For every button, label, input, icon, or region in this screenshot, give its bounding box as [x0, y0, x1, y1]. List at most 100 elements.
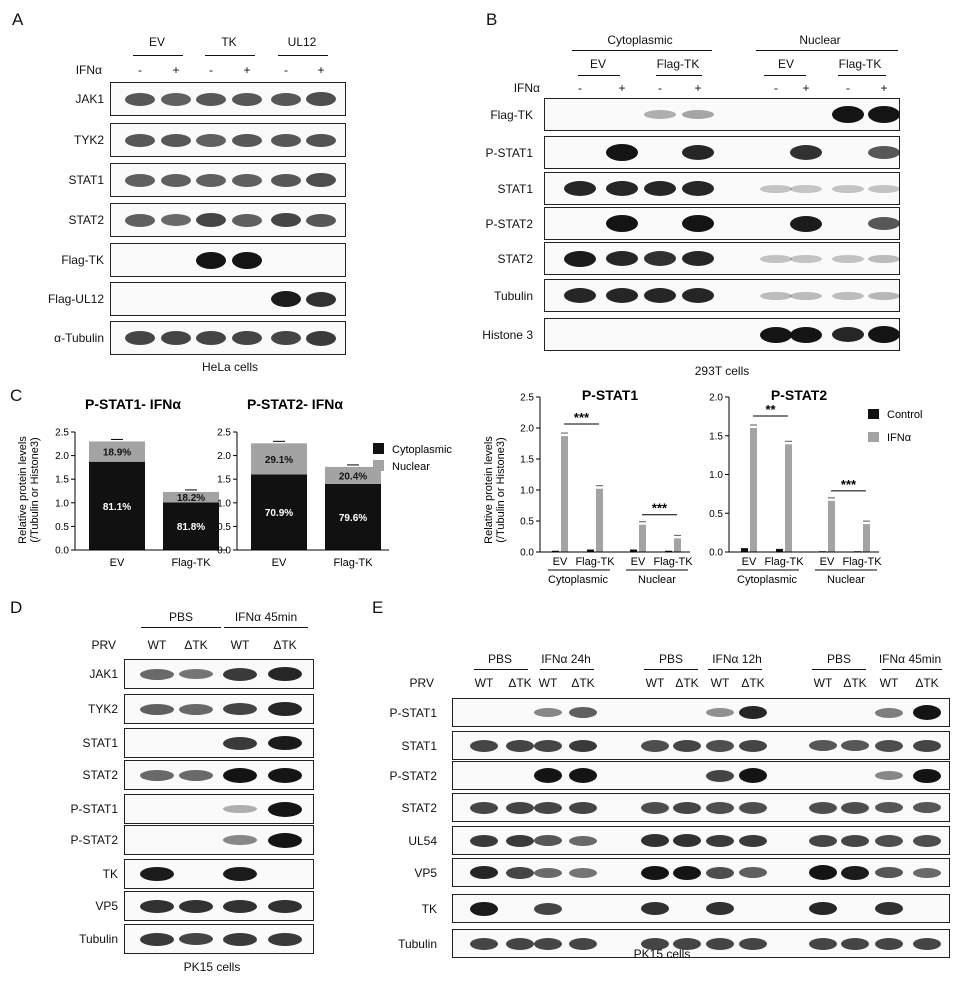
y-tick-label: 2.5 [217, 428, 231, 439]
blot-band [606, 288, 638, 303]
y-tick-label: 2.0 [217, 451, 231, 462]
group-label: TK [221, 35, 237, 49]
blot-band [223, 703, 257, 715]
bar-control [630, 549, 637, 552]
blot-band [790, 326, 822, 343]
blot-band [682, 251, 714, 266]
y-tick-label: 2.5 [55, 428, 69, 439]
blot-band [268, 899, 302, 913]
blot-band [682, 145, 714, 160]
treat-group-label: PBS [487, 652, 513, 666]
blot-label: P-STAT1 [389, 705, 437, 720]
blot-band [706, 769, 734, 782]
blot-label: JAK1 [89, 667, 118, 681]
blot-band [268, 702, 302, 716]
x-tick-label: EV [631, 556, 646, 568]
blot-band [682, 110, 714, 119]
blot-band [739, 834, 767, 847]
data-label: 79.6% [339, 513, 367, 524]
lane-label: - [658, 81, 662, 95]
blot-band [223, 867, 257, 881]
blot-band [161, 214, 191, 226]
group-label: EV [148, 35, 166, 49]
blot-label: Flag-TK [490, 107, 533, 122]
y-axis-label: Relative protein levels [17, 436, 29, 544]
blot-band [271, 213, 301, 227]
blot-band [832, 327, 864, 342]
bar-ifn [639, 524, 646, 552]
x-tick-label: EV [820, 556, 835, 568]
blot-band [125, 173, 155, 187]
bar-control [587, 549, 594, 552]
chart-pstat2-fraction-title: P-STAT2 [771, 387, 827, 403]
y-tick-label: 0.5 [520, 517, 534, 528]
bar-cytoplasmic [89, 461, 145, 550]
blot-band [534, 937, 562, 950]
blot-band [306, 173, 336, 187]
blot-label: Tubulin [494, 288, 533, 303]
lane-label: ΔTK [843, 676, 867, 690]
blot-band [641, 801, 669, 814]
blot-band [223, 667, 257, 681]
blot-band [569, 739, 597, 752]
y-tick-label: 0.5 [217, 522, 231, 533]
blot-band [306, 213, 336, 227]
blot-label: TYK2 [73, 133, 104, 147]
blot-band [644, 288, 676, 303]
lane-label: - [578, 81, 582, 95]
blot-band [841, 740, 869, 751]
blot-band [913, 834, 941, 847]
bar-nuclear [325, 466, 381, 484]
blot-band [739, 801, 767, 814]
blot-band [673, 865, 701, 880]
data-label: 81.8% [177, 522, 205, 533]
blot-band [868, 291, 900, 300]
blot-band [534, 902, 562, 915]
x-tick-label: Flag-TK [575, 556, 615, 568]
chart-pstat2-ifn-title: P-STAT2- IFNα [247, 396, 343, 412]
blot-band [673, 834, 701, 847]
blot-band [841, 937, 869, 950]
y-tick-label: 1.5 [709, 431, 723, 442]
chart-pstat1-ifn-title: P-STAT1- IFNα [85, 396, 181, 412]
blot-label: Flag-UL12 [47, 292, 104, 306]
data-label: 81.1% [103, 502, 131, 513]
blot-band [606, 215, 638, 232]
lane-label: - [774, 81, 778, 95]
blot-band [809, 865, 837, 880]
blot-band [564, 250, 596, 267]
bar-ifn [750, 428, 757, 552]
blot-band [179, 899, 213, 913]
panel-letter-c: C [10, 386, 23, 405]
blot-strip [544, 136, 900, 169]
blot-band [232, 251, 262, 269]
blot-band [760, 254, 792, 263]
blot-band [606, 181, 638, 196]
blot-band [534, 768, 562, 783]
y-axis-label: (/Tubulin or Histone3) [495, 437, 507, 542]
bar-nuclear [89, 441, 145, 462]
blot-band [913, 705, 941, 720]
blot-band [232, 92, 262, 106]
blot-band [470, 739, 498, 752]
blot-band [268, 832, 302, 848]
significance-label: *** [574, 410, 590, 425]
blot-band [875, 834, 903, 847]
lane-label: ΔTK [273, 638, 297, 652]
lane-label: WT [538, 676, 558, 690]
blot-band [534, 801, 562, 814]
blot-band [223, 899, 257, 913]
blot-band [682, 215, 714, 232]
blot-band [790, 184, 822, 193]
blot-band [868, 106, 900, 123]
lane-label: WT [230, 638, 250, 652]
blot-band [179, 933, 213, 945]
blot-band [790, 291, 822, 300]
blot-band [706, 708, 734, 717]
blot-label: Tubulin [398, 936, 437, 951]
blot-strip [544, 242, 900, 275]
lane-label: + [880, 81, 888, 95]
lane-label: ΔTK [741, 676, 765, 690]
treat-group-label: PBS [658, 652, 684, 666]
blot-label: VP5 [95, 899, 118, 913]
